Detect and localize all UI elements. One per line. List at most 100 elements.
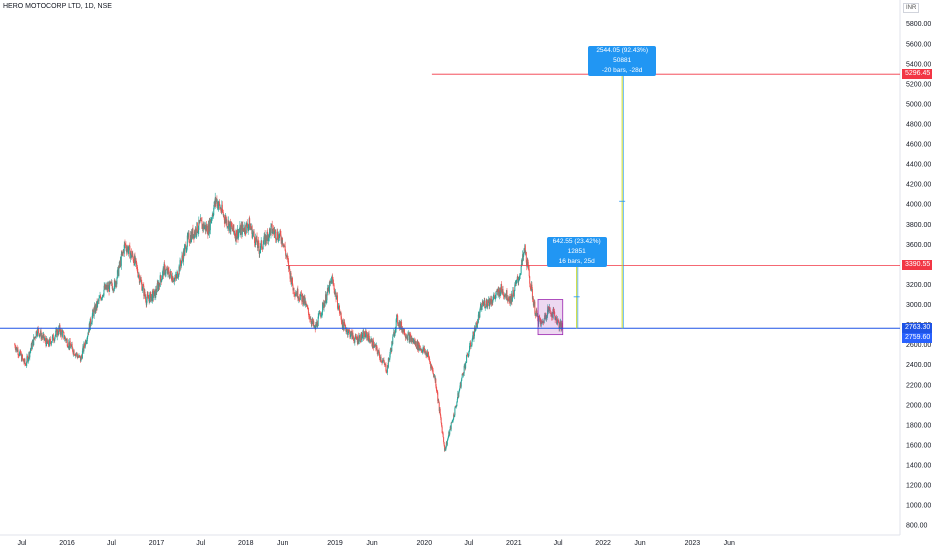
candle-body (438, 400, 440, 403)
candle-body (260, 243, 262, 250)
candle-body (310, 319, 312, 322)
candle-body (249, 226, 251, 231)
time-tick-label: 2019 (327, 540, 343, 547)
candle-body (437, 392, 439, 401)
candle-body (495, 291, 497, 295)
candle-body (185, 244, 187, 253)
candle-body (53, 340, 55, 342)
candle-body (458, 391, 460, 397)
candle-body (81, 350, 83, 359)
candle-body (531, 284, 533, 289)
candle-body (197, 229, 199, 233)
candle-body (192, 228, 194, 238)
candle-body (349, 331, 351, 338)
candle-body (203, 223, 205, 230)
candle-body (140, 280, 142, 283)
candle-body (97, 301, 99, 307)
candle-body (141, 289, 143, 291)
candle-body (494, 295, 496, 299)
candle-body (135, 260, 137, 266)
candle-body (404, 334, 406, 336)
candle-body (276, 238, 278, 240)
candle-body (553, 311, 555, 313)
candle-body (199, 220, 201, 224)
candle-body (238, 231, 240, 233)
candle-body (391, 341, 393, 352)
candle-body (554, 316, 556, 320)
candle-body (534, 301, 536, 314)
candle-body (240, 227, 242, 235)
candle-body (407, 333, 409, 341)
measure-label-short[interactable]: 642.55 (23.42%) 12851 16 bars, 25d (546, 237, 607, 268)
candle-body (235, 230, 237, 240)
candle-body (387, 358, 389, 368)
candle-body (485, 306, 487, 308)
candle-body (354, 335, 356, 339)
candle-body (25, 363, 27, 366)
candle-body (377, 352, 379, 355)
currency-label[interactable]: INR (903, 3, 920, 13)
price-tick-label: 1800.00 (906, 422, 931, 429)
candle-body (445, 447, 447, 451)
candle-body (315, 323, 317, 330)
candle-body (39, 334, 41, 337)
candle-body (169, 274, 171, 279)
candle-body (15, 348, 17, 351)
candle-body (431, 366, 433, 370)
candle-body (165, 273, 167, 275)
candle-body (274, 230, 276, 234)
candle-body (477, 314, 479, 323)
candle-body (22, 358, 24, 359)
candle-body (350, 331, 352, 336)
candle-body (52, 334, 54, 341)
candle-body (155, 288, 157, 298)
candle-body (333, 283, 335, 285)
price-tick-label: 1200.00 (906, 483, 931, 490)
symbol-title: HERO MOTOCORP LTD, 1D, NSE (3, 3, 112, 10)
candle-body (522, 254, 524, 262)
candle-body (547, 309, 549, 316)
candle-body (498, 289, 500, 292)
candle-body (173, 278, 175, 282)
candle-body (504, 294, 506, 298)
candle-body (461, 377, 463, 381)
candle-body (408, 333, 410, 335)
candle-body (306, 305, 308, 308)
candle-body (338, 305, 340, 313)
candle-body (342, 319, 344, 326)
candle-body (136, 265, 138, 267)
candle-body (111, 282, 113, 287)
candle-body (137, 272, 139, 277)
candle-body (388, 359, 390, 361)
candle-body (479, 309, 481, 318)
candle-body (349, 335, 351, 338)
candle-body (250, 226, 252, 229)
candle-body (118, 261, 120, 268)
candle-body (127, 246, 129, 254)
price-tick-label: 3600.00 (906, 242, 931, 249)
price-tick-label: 4600.00 (906, 142, 931, 149)
candle-body (126, 248, 128, 252)
candle-body (428, 358, 430, 360)
candle-body (51, 336, 53, 342)
candle-body (64, 336, 66, 339)
candle-body (41, 335, 43, 337)
candle-body (175, 275, 177, 278)
candle-body (471, 340, 473, 346)
candle-body (26, 356, 28, 357)
candle-body (531, 288, 533, 299)
candle-body (132, 256, 134, 262)
candle-body (557, 319, 559, 321)
candle-body (452, 419, 454, 421)
candle-body (24, 363, 26, 366)
candle-body (54, 337, 56, 341)
candle-body (325, 300, 327, 303)
candle-body (236, 236, 238, 240)
range-box[interactable] (537, 299, 564, 336)
candle-body (358, 337, 360, 342)
candle-body (328, 282, 330, 293)
candle-body (145, 297, 147, 302)
measure-label-long[interactable]: 2544.05 (92.43%) 50881 -20 bars, -28d (588, 46, 657, 77)
candle-body (142, 285, 144, 290)
